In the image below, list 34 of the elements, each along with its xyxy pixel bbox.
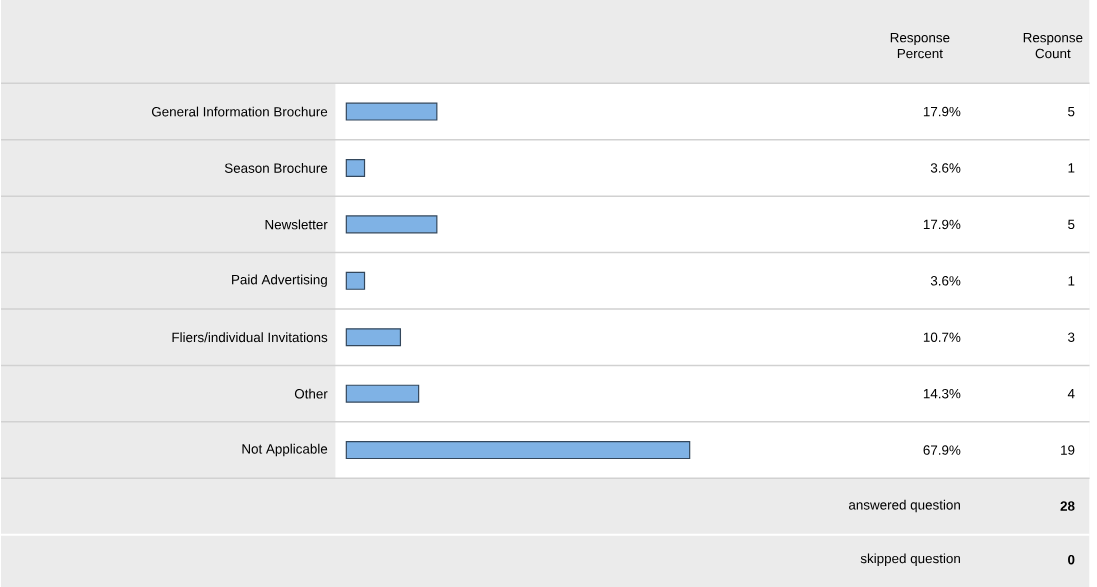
data-label: 3.6% [930, 163, 961, 173]
text: 0 [1068, 554, 1075, 565]
data-label: 17.9% [923, 106, 961, 117]
y-tick-label: Paid Advertising [232, 274, 327, 287]
y-tick-label: Fliers/individual Invitations [172, 332, 328, 342]
bar [345, 102, 438, 121]
text: 19 [1061, 445, 1075, 455]
y-tick-label: Season Brochure [224, 162, 328, 173]
text: Response Percent [890, 32, 950, 59]
data-label: 17.9% [923, 219, 961, 229]
bar [345, 215, 438, 234]
data-label: 3.6% [930, 275, 961, 286]
bar [345, 271, 366, 290]
text: 28 [1060, 501, 1075, 511]
text: skipped question [860, 553, 960, 566]
text: 1 [1068, 275, 1075, 286]
data-label: 67.9% [923, 445, 961, 455]
text: 1 [1068, 163, 1075, 173]
y-tick-label: Other [294, 388, 328, 399]
text: 3 [1068, 332, 1075, 342]
text: answered question [848, 499, 960, 513]
text: 4 [1067, 388, 1075, 399]
y-tick-label: General Information Brochure [151, 106, 328, 117]
bar [345, 158, 366, 177]
y-tick-label: Not Applicable [242, 443, 328, 457]
text: 5 [1068, 219, 1075, 229]
data-label: 10.7% [923, 332, 961, 342]
bar [345, 440, 691, 459]
y-tick-label: Newsletter [265, 219, 328, 230]
bar [345, 384, 420, 403]
data-label: 14.3% [923, 388, 961, 399]
text: Response Count [1023, 32, 1083, 59]
text: 5 [1068, 106, 1075, 116]
bar [345, 327, 402, 347]
